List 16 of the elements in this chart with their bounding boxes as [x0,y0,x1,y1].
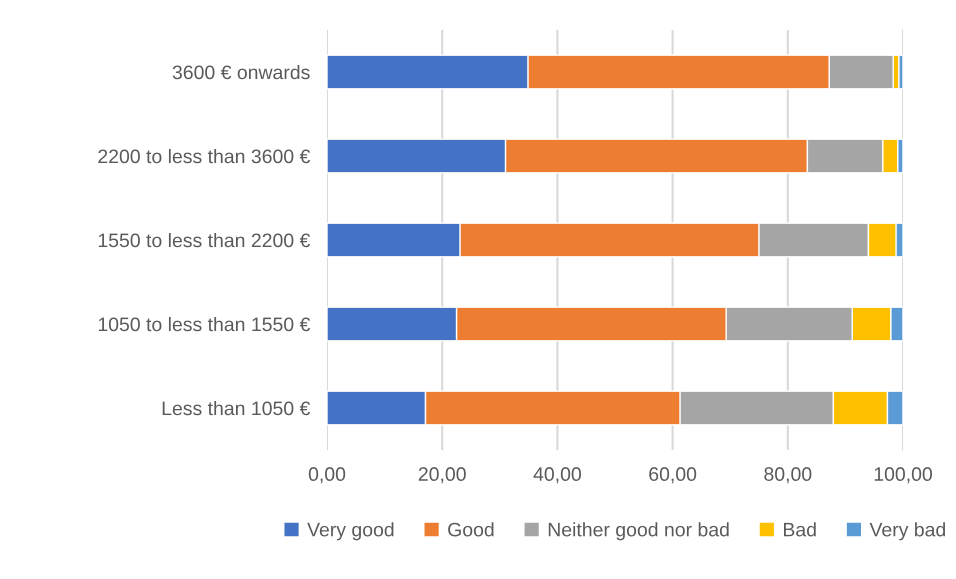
legend-label: Neither good nor bad [548,522,729,540]
legend-label: Good [448,522,494,536]
legend-label: Very good [307,522,394,540]
y-tick-label: 3600 € onwards [172,64,310,80]
y-tick-label: 2200 to less than 3600 € [98,148,310,164]
y-tick-label: 1050 to less than 1550 € [98,316,310,332]
legend-label: Bad [784,522,816,536]
y-tick-label: 1550 to less than 2200 € [98,232,310,248]
x-tick-label: 100,00 [874,467,932,484]
x-tick-label: 0,00 [308,467,346,484]
x-tick-label: 20,00 [418,467,466,484]
legend-label: Very bad [870,522,945,540]
y-tick-label: Less than 1050 € [162,400,310,416]
x-tick-label: 80,00 [764,467,812,484]
x-tick-label: 60,00 [649,467,696,484]
x-tick-label: 40,00 [534,467,581,484]
